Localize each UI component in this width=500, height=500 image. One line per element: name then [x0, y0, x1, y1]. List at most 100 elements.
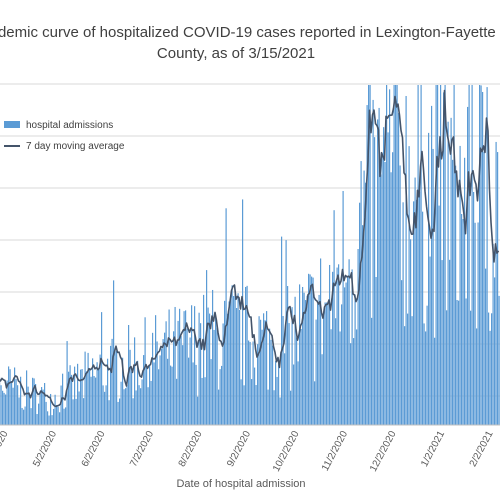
- admission-bar: [303, 292, 305, 425]
- admission-bar: [353, 338, 355, 425]
- admission-bar: [236, 308, 238, 425]
- admission-bar: [255, 385, 257, 425]
- admission-bar: [51, 415, 53, 425]
- admission-bar: [276, 376, 278, 425]
- admission-bar: [75, 398, 77, 425]
- admission-bar: [21, 407, 23, 425]
- admission-bar: [444, 85, 446, 425]
- admission-bar: [245, 286, 247, 425]
- admission-bar: [111, 338, 113, 425]
- x-tick-label: 10/2/2020: [271, 429, 302, 474]
- admission-bar: [348, 259, 350, 425]
- admission-bar: [231, 285, 233, 425]
- admission-bar: [17, 385, 19, 425]
- admission-bar: [164, 332, 166, 425]
- admission-bar: [323, 315, 325, 425]
- admission-bar: [273, 390, 275, 425]
- admission-bar: [15, 379, 17, 425]
- admission-bar: [50, 393, 52, 425]
- admission-bar: [150, 380, 152, 425]
- admission-bar: [99, 354, 101, 425]
- admission-bar: [357, 249, 359, 425]
- admission-bar: [374, 137, 376, 425]
- admission-bar: [162, 339, 164, 425]
- admission-bar: [210, 359, 212, 425]
- admission-bar: [279, 397, 281, 425]
- admission-bar: [65, 407, 67, 425]
- admission-bar: [246, 285, 248, 425]
- admission-bar: [435, 85, 437, 425]
- admission-bar: [8, 366, 10, 425]
- admission-bar: [45, 401, 47, 425]
- admission-bar: [414, 177, 416, 425]
- admission-bar: [84, 351, 86, 425]
- admission-bar: [275, 360, 277, 425]
- x-tick-label: 5/2/2020: [31, 429, 59, 469]
- admission-bar: [5, 394, 7, 425]
- admission-bar: [342, 190, 344, 425]
- admission-bar: [206, 270, 208, 425]
- admission-bar: [183, 311, 185, 425]
- admission-bar: [447, 121, 449, 425]
- admission-bar: [416, 199, 418, 425]
- admission-bar: [242, 199, 244, 425]
- admission-bar: [228, 301, 230, 425]
- admission-bar: [98, 368, 100, 425]
- admission-bar: [266, 311, 268, 425]
- admission-bar: [156, 341, 158, 425]
- admission-bar: [285, 240, 287, 425]
- admission-bar: [81, 369, 83, 425]
- admission-bar: [20, 376, 22, 425]
- admission-bar: [336, 267, 338, 425]
- admission-bar: [492, 243, 494, 425]
- admission-bar: [294, 296, 296, 425]
- admission-bar: [386, 85, 388, 425]
- admission-bar: [59, 412, 61, 425]
- admission-bar: [48, 415, 50, 425]
- admission-bar: [393, 85, 395, 425]
- x-tick-label: 8/2/2020: [177, 429, 205, 469]
- x-axis-ticks: 4/2/2020 5/2/2020 6/2/2020 7/2/2020 8/2/2020…: [0, 429, 496, 474]
- admission-bar: [309, 274, 311, 425]
- admission-bar: [278, 360, 280, 425]
- admission-bar: [296, 337, 298, 425]
- admission-bar: [438, 205, 440, 425]
- admission-bar: [354, 294, 356, 425]
- admission-bar: [143, 355, 145, 425]
- admission-bar: [137, 360, 139, 425]
- admission-bar: [477, 222, 479, 425]
- admission-bar: [192, 362, 194, 425]
- admission-bar: [2, 390, 4, 425]
- admission-bar: [141, 379, 143, 425]
- admission-bar: [398, 113, 400, 425]
- admission-bar: [126, 384, 128, 425]
- admission-bar: [287, 286, 289, 425]
- admission-bar: [129, 349, 131, 425]
- admission-bar: [200, 323, 202, 425]
- admission-bar: [488, 312, 490, 425]
- admission-bar: [428, 132, 430, 425]
- admission-bar: [269, 328, 271, 425]
- admission-bar: [404, 326, 406, 425]
- admission-bar: [347, 277, 349, 425]
- admission-bar: [212, 289, 214, 425]
- admission-bar: [222, 323, 224, 425]
- admission-bar: [467, 106, 469, 426]
- admission-bar: [432, 148, 434, 425]
- admission-bar: [191, 305, 193, 425]
- admission-bar: [29, 394, 31, 425]
- admission-bar: [60, 385, 62, 425]
- moving-average-line: [0, 89, 500, 408]
- admission-bar: [320, 258, 322, 425]
- admission-bar: [476, 328, 478, 425]
- admission-bar: [324, 302, 326, 425]
- admission-bar: [83, 398, 85, 425]
- admission-bar: [434, 337, 436, 425]
- admission-bar: [110, 345, 112, 425]
- admission-bar: [171, 366, 173, 425]
- admission-bar: [30, 408, 32, 425]
- admission-bar: [56, 404, 58, 425]
- admission-bar: [389, 89, 391, 425]
- chart-title-line-1: Epidemic curve of hospitalized COVID-19 …: [0, 24, 496, 41]
- legend-line-label: 7 day moving average: [26, 141, 125, 152]
